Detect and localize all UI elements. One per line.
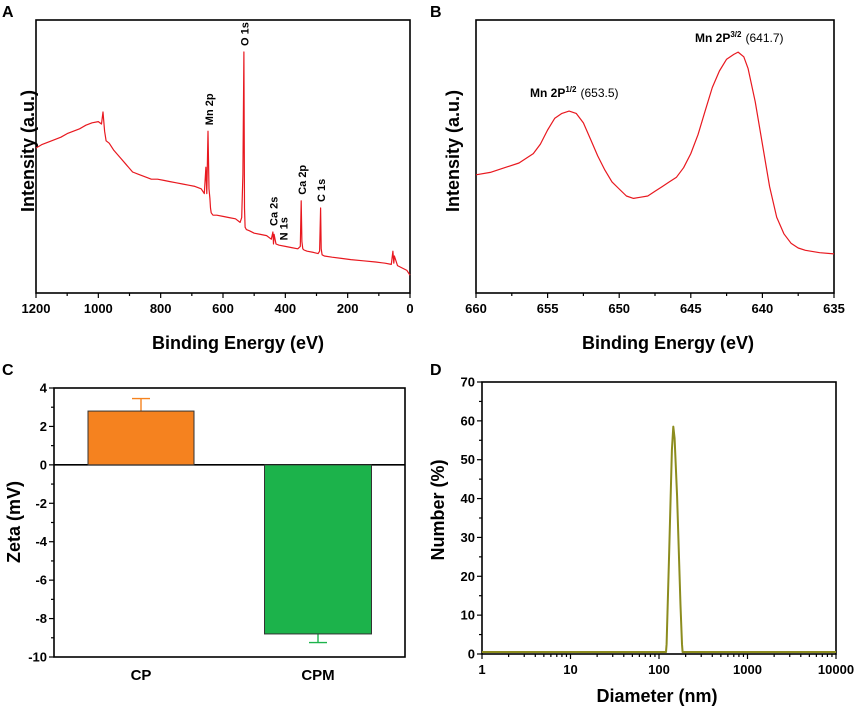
panel-b-peak-label-1-sup: 1/2 bbox=[565, 85, 577, 94]
panel-c-bar-cp bbox=[87, 410, 195, 466]
panel-a-line bbox=[35, 51, 411, 276]
panel-d-ytick-label: 40 bbox=[461, 491, 475, 506]
panel-d-xtick-label: 100 bbox=[648, 662, 670, 677]
panel-c-ytick-label: -10 bbox=[28, 650, 47, 665]
panel-c-ytick-label: 0 bbox=[40, 457, 47, 472]
panel-b-peak-label-2: Mn 2P3/2 (641.7) bbox=[695, 30, 784, 45]
panel-c-ytick-label: -6 bbox=[35, 573, 47, 588]
panel-c-ytick-label: -4 bbox=[35, 534, 47, 549]
panel-d-ytick-label: 70 bbox=[461, 375, 475, 390]
panel-letter-c: C bbox=[2, 362, 14, 379]
panel-a-peak-label: C 1s bbox=[316, 179, 328, 202]
panel-b-xtick-label: 655 bbox=[537, 301, 559, 316]
panel-b-xtick-label: 660 bbox=[465, 301, 487, 316]
panel-a-peak-label: Mn 2p bbox=[204, 93, 216, 125]
panel-b-ylabel: Intensity (a.u.) bbox=[443, 90, 463, 212]
panel-a-ylabel: Intensity (a.u.) bbox=[18, 90, 38, 212]
panel-d-ytick-label: 50 bbox=[461, 452, 475, 467]
panel-d-ytick-label: 10 bbox=[461, 608, 475, 623]
panel-b-xtick-label: 645 bbox=[680, 301, 702, 316]
panel-a-xlabel: Binding Energy (eV) bbox=[152, 333, 324, 353]
panel-c-category-cp: CP bbox=[131, 667, 152, 684]
panel-b-peak-label-1-value: (653.5) bbox=[580, 86, 618, 100]
panel-a-xtick-label: 600 bbox=[212, 301, 234, 316]
panel-d-xtick-label: 10000 bbox=[818, 662, 854, 677]
panel-a-frame bbox=[35, 19, 411, 294]
panel-c-ytick-label: -2 bbox=[35, 496, 47, 511]
panel-a-peak-label: Ca 2p bbox=[297, 165, 309, 195]
panel-letter-b: B bbox=[430, 4, 442, 21]
panel-d-xlabel: Diameter (nm) bbox=[596, 686, 717, 706]
panel-a-xtick-label: 0 bbox=[406, 301, 413, 316]
panel-c-ytick-label: 4 bbox=[40, 381, 48, 396]
panel-d-ytick-label: 0 bbox=[468, 647, 475, 662]
panel-a-xtick-label: 800 bbox=[150, 301, 172, 316]
panel-d-ytick-label: 20 bbox=[461, 569, 475, 584]
panel-d-line bbox=[482, 425, 836, 653]
panel-c-category-cpm: CPM bbox=[301, 667, 334, 684]
panel-b-line bbox=[475, 51, 835, 255]
panel-b-peak-label-1-main: Mn 2P bbox=[530, 86, 565, 100]
panel-c-ytick-label: 2 bbox=[40, 419, 47, 434]
panel-a-peak-label: O 1s bbox=[240, 22, 252, 46]
panel-a-xtick-label: 400 bbox=[274, 301, 296, 316]
panel-a-xtick-label: 1200 bbox=[22, 301, 51, 316]
panel-d-ylabel: Number (%) bbox=[428, 459, 448, 560]
panel-b-peak-label-2-value: (641.7) bbox=[745, 31, 783, 45]
panel-c-bar-cpm bbox=[264, 464, 372, 635]
panel-a-peak-label: Ca 2s bbox=[268, 197, 280, 226]
panel-b-peak-label-1: Mn 2P1/2 (653.5) bbox=[530, 85, 619, 100]
panel-b-peak-label-2-sup: 3/2 bbox=[730, 30, 742, 39]
panel-b-xtick-label: 650 bbox=[608, 301, 630, 316]
panel-b-xlabel: Binding Energy (eV) bbox=[582, 333, 754, 353]
panel-d-ytick-label: 30 bbox=[461, 530, 475, 545]
panel-b-xtick-label: 635 bbox=[823, 301, 845, 316]
panel-a-peak-label: N 1s bbox=[278, 217, 290, 240]
panel-d-frame bbox=[481, 381, 837, 655]
panel-letter-d: D bbox=[430, 362, 442, 379]
panel-d-xtick-label: 1 bbox=[478, 662, 485, 677]
panel-a-xtick-label: 200 bbox=[337, 301, 359, 316]
panel-a-xtick-label: 1000 bbox=[84, 301, 113, 316]
panel-letter-a: A bbox=[2, 4, 14, 21]
panel-d-xtick-label: 10 bbox=[563, 662, 577, 677]
panel-c-ytick-label: -8 bbox=[35, 611, 47, 626]
panel-b-xtick-label: 640 bbox=[752, 301, 774, 316]
panel-d-ytick-label: 60 bbox=[461, 413, 475, 428]
panel-c-ylabel: Zeta (mV) bbox=[4, 481, 24, 563]
panel-d-xtick-label: 1000 bbox=[733, 662, 762, 677]
panel-b-peak-label-2-main: Mn 2P bbox=[695, 31, 730, 45]
